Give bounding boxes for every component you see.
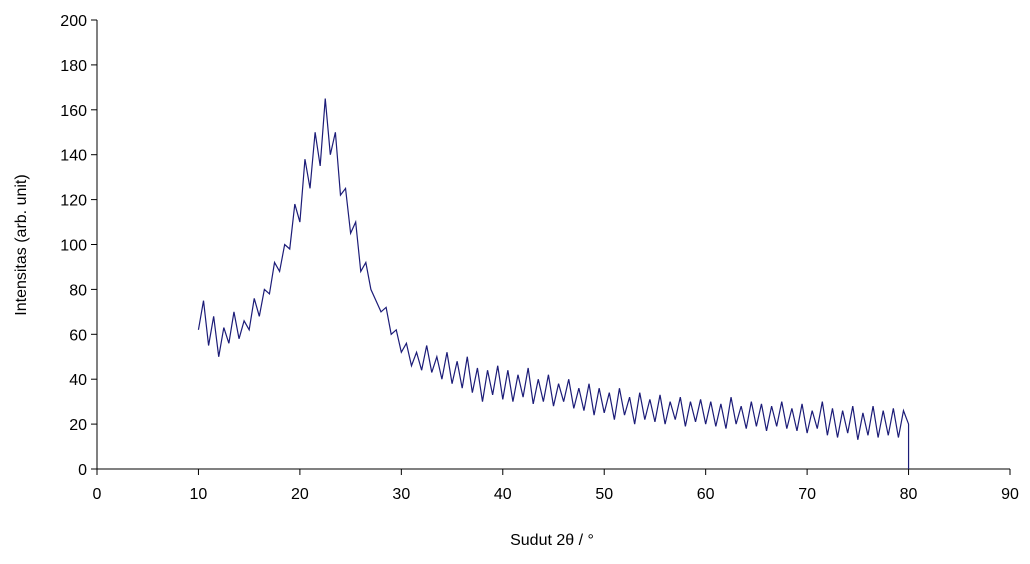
x-tick-label: 90 xyxy=(1001,486,1019,503)
x-tick-label: 40 xyxy=(494,486,512,503)
x-tick-label: 30 xyxy=(392,486,410,503)
data-line xyxy=(197,98,910,469)
y-tick-label: 40 xyxy=(69,372,87,389)
y-tick-label: 140 xyxy=(60,148,87,165)
y-tick-label: 100 xyxy=(60,238,87,255)
x-tick-label: 0 xyxy=(93,486,102,503)
y-tick-label: 120 xyxy=(60,193,87,210)
x-axis-label: Sudut 2θ / ° xyxy=(510,532,594,549)
x-tick-label: 70 xyxy=(798,486,816,503)
y-tick-label: 180 xyxy=(60,58,87,75)
y-tick-label: 60 xyxy=(69,327,87,344)
x-tick-label: 80 xyxy=(900,486,918,503)
y-tick-label: 0 xyxy=(78,462,87,479)
x-tick-label: 10 xyxy=(190,486,208,503)
y-tick-label: 200 xyxy=(60,13,87,30)
y-tick-label: 160 xyxy=(60,103,87,120)
y-axis-label: Intensitas (arb. unit) xyxy=(13,174,30,315)
x-tick-label: 60 xyxy=(697,486,715,503)
y-tick-label: 20 xyxy=(69,417,87,434)
x-tick-label: 50 xyxy=(595,486,613,503)
y-tick-label: 80 xyxy=(69,282,87,299)
x-tick-label: 20 xyxy=(291,486,309,503)
